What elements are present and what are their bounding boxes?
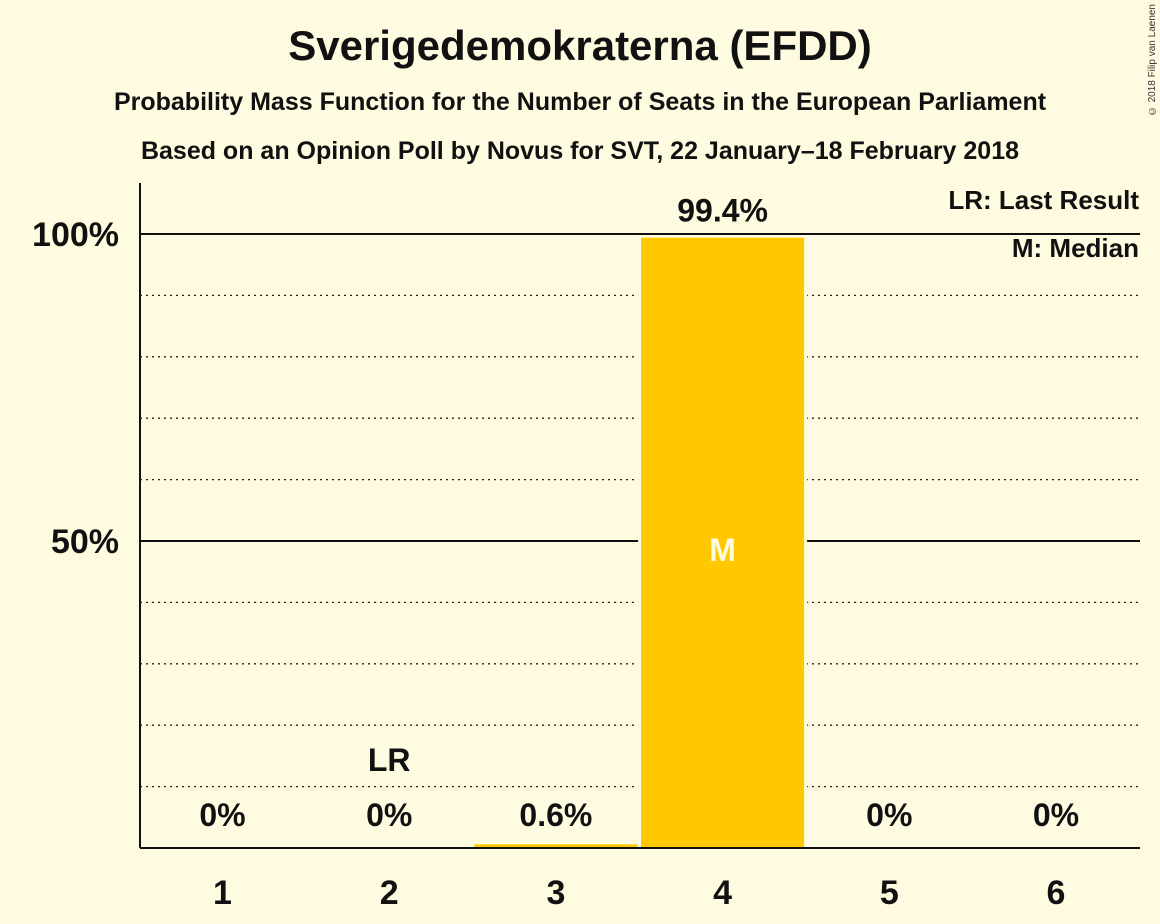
legend-entry: M: Median — [1012, 233, 1139, 263]
bars — [474, 235, 808, 848]
data-label: 0.6% — [519, 797, 592, 833]
chart-subtitle: Probability Mass Function for the Number… — [113, 88, 1047, 116]
x-tick-label: 5 — [880, 874, 899, 912]
x-tick-label: 4 — [713, 874, 732, 912]
data-label: 0% — [199, 797, 245, 833]
data-label: 99.4% — [677, 193, 768, 229]
chart-subtitle-source: Based on an Opinion Poll by Novus for SV… — [140, 137, 1020, 165]
median-marker: M — [709, 532, 736, 568]
data-labels: 0% 0% 0.6% 99.4% 0% 0% M LR — [199, 193, 1079, 833]
bar — [474, 844, 638, 848]
data-label: 0% — [866, 797, 912, 833]
data-label: 0% — [366, 797, 412, 833]
y-tick-label: 100% — [32, 216, 119, 254]
legend-entry: LR: Last Result — [948, 185, 1139, 215]
x-tick-label: 6 — [1047, 874, 1066, 912]
axes: 50% 100% 1 2 3 4 5 6 — [32, 183, 1140, 912]
x-tick-label: 2 — [380, 874, 399, 912]
x-tick-label: 1 — [213, 874, 232, 912]
last-result-marker: LR — [368, 742, 411, 778]
chart-title: Sverigedemokraterna (EFDD) — [288, 22, 872, 69]
legend: LR: Last Result M: Median — [948, 185, 1139, 263]
y-tick-label: 50% — [51, 523, 119, 561]
bar — [641, 237, 805, 848]
x-tick-label: 3 — [546, 874, 565, 912]
data-label: 0% — [1033, 797, 1079, 833]
